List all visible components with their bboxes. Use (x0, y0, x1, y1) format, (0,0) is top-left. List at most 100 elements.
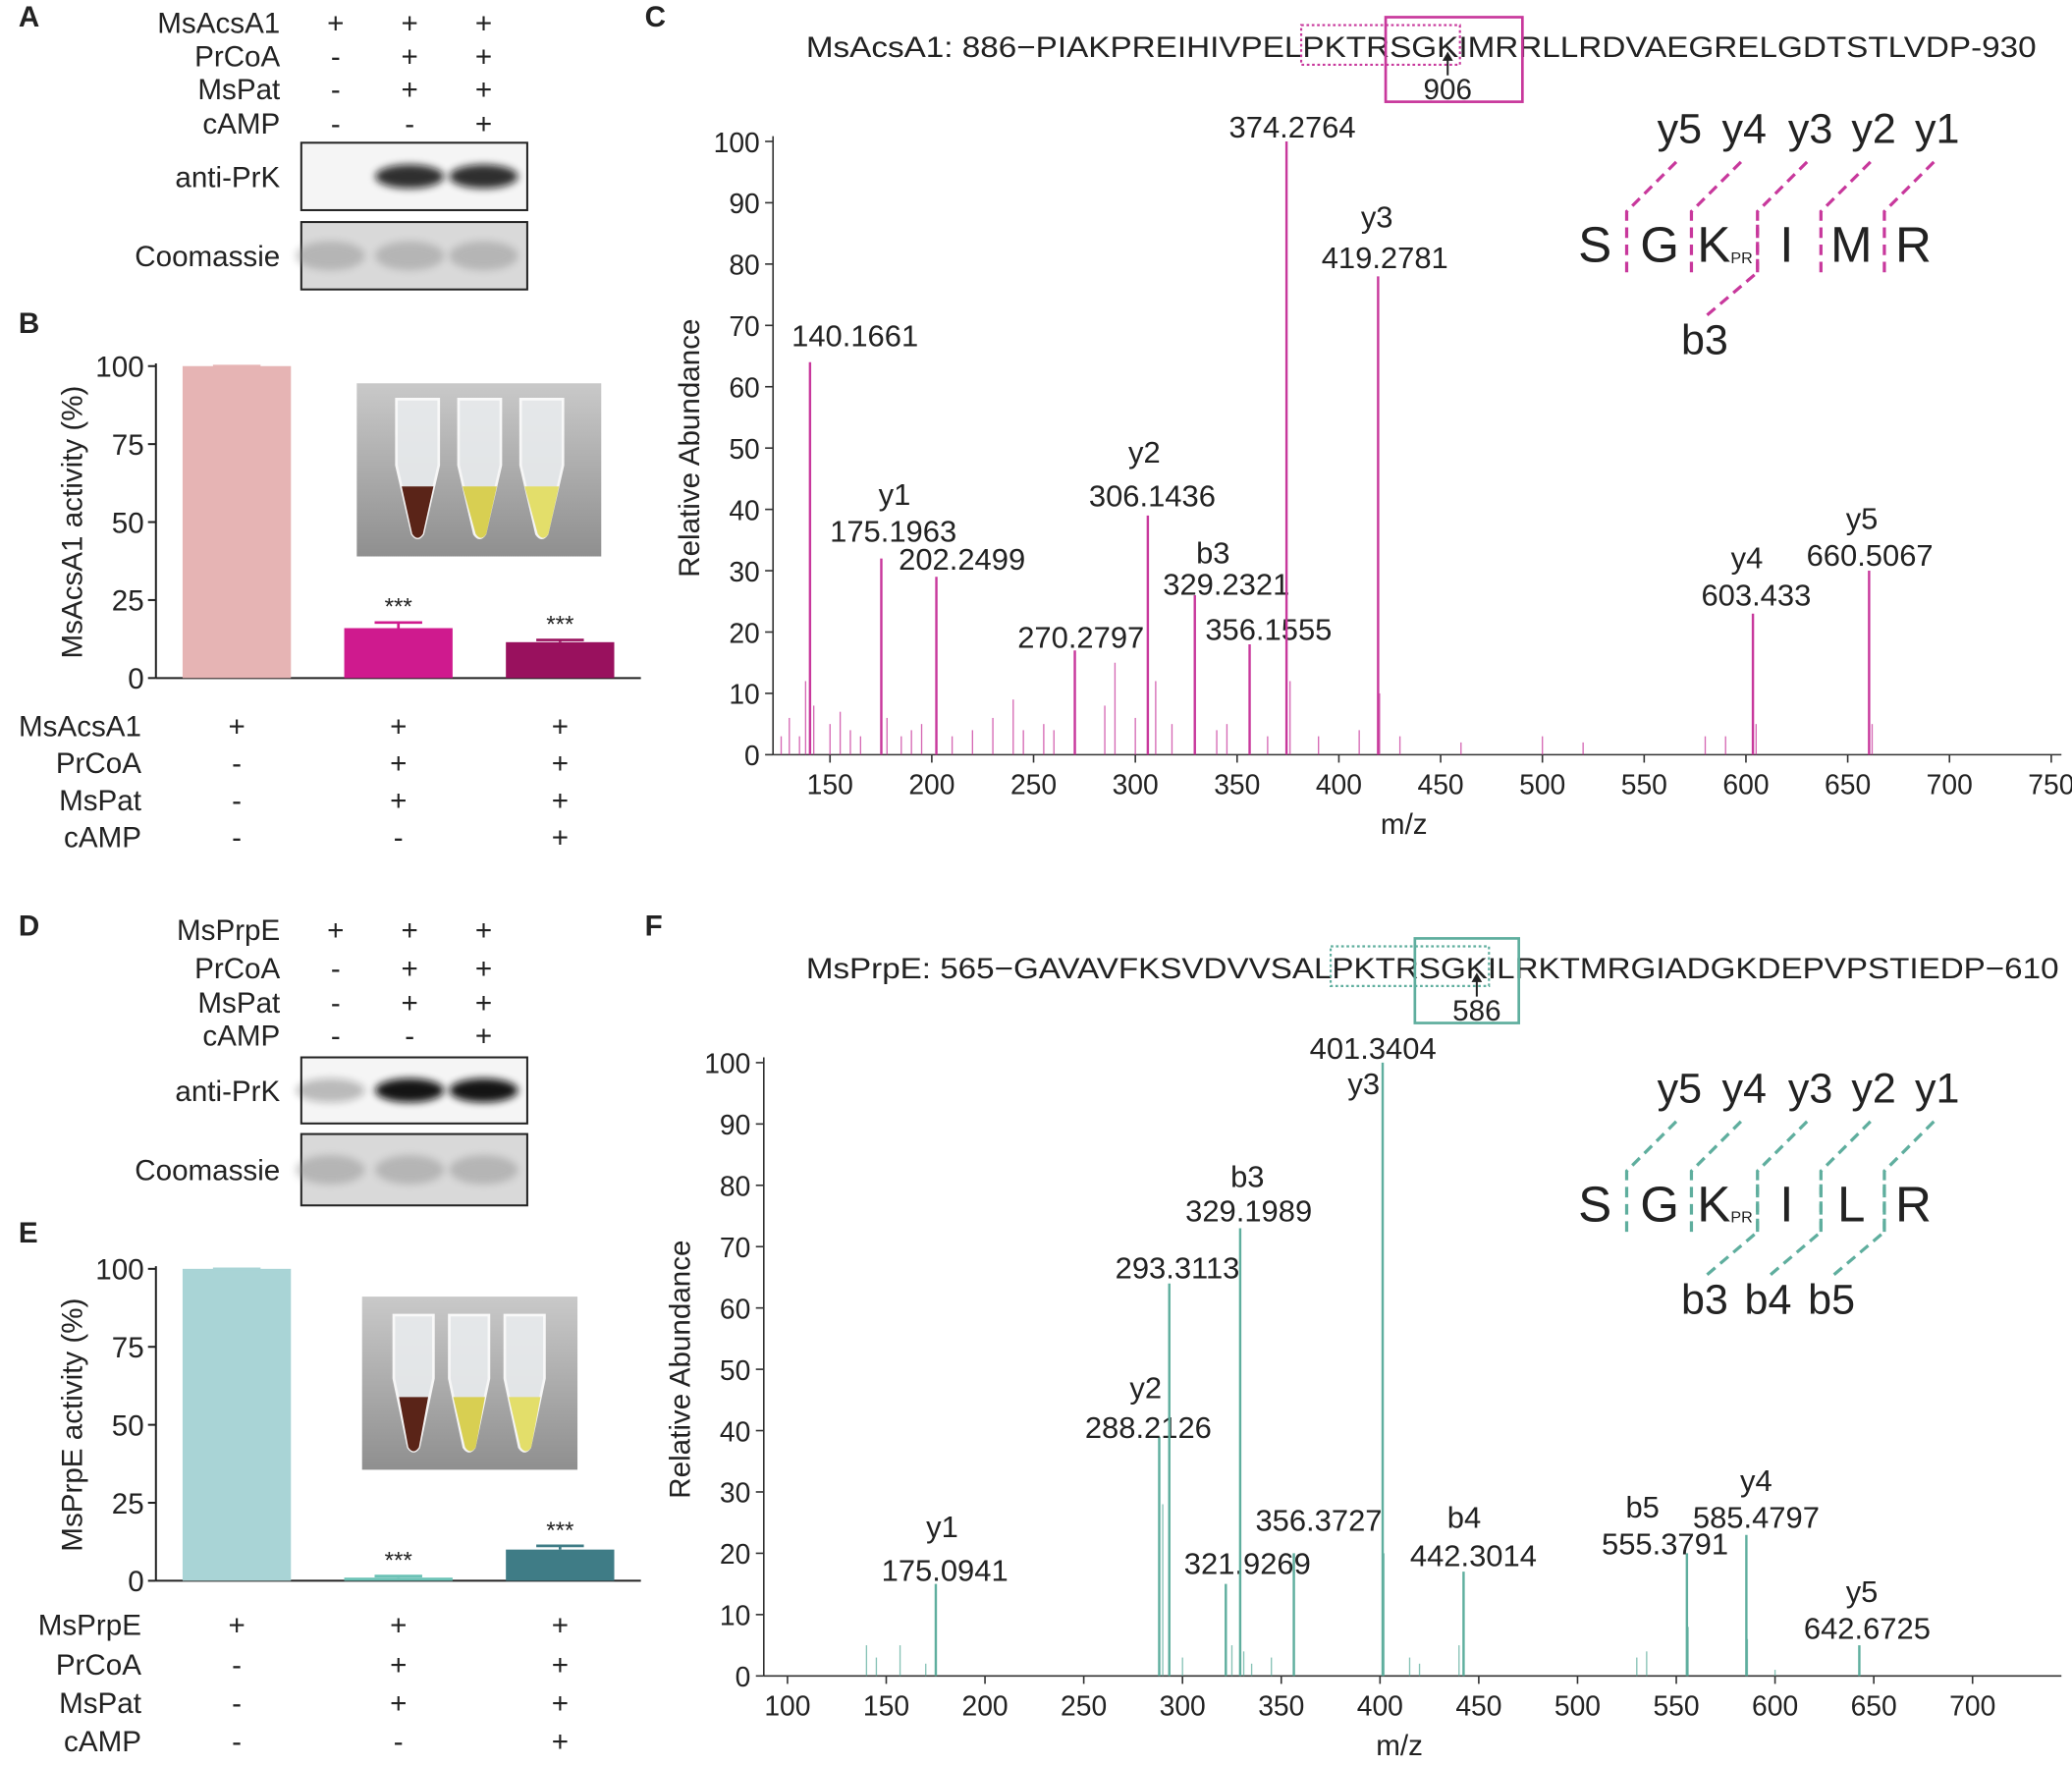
condition-label: MsAcsA1 (19, 711, 141, 744)
panel-letter: F (645, 911, 663, 943)
tube-liquid (399, 1397, 428, 1452)
modification: PR (1730, 249, 1752, 267)
condition-mark: + (475, 108, 492, 140)
x-tick-label: 300 (1113, 769, 1159, 800)
x-tick-label: 450 (1455, 1690, 1501, 1722)
blot-band (375, 1155, 445, 1185)
y-ion-label: y5 (1658, 105, 1702, 152)
y-tick-label: 30 (720, 1477, 750, 1509)
y-tick-label: 0 (128, 663, 143, 695)
residue: S (1578, 1176, 1611, 1232)
x-tick-label: 550 (1653, 1690, 1699, 1722)
y-tick-label: 90 (729, 188, 759, 219)
y-tick-label: 25 (112, 1488, 144, 1520)
peak-label: 603.433 (1701, 578, 1811, 612)
ion-label: y5 (1846, 501, 1879, 535)
site-arrowhead (1471, 972, 1483, 982)
blot-band (375, 164, 445, 189)
peak-label: 642.6725 (1804, 1612, 1931, 1646)
condition-mark: - (405, 108, 414, 140)
condition-label: MsPat (197, 74, 280, 106)
error-bar (374, 1574, 422, 1578)
y-tick-label: 60 (729, 372, 759, 404)
x-tick-label: 300 (1160, 1690, 1206, 1722)
condition-mark: - (331, 74, 341, 106)
ion-label: y1 (926, 1510, 958, 1544)
blot-row-label: anti-PrK (175, 161, 280, 193)
y-tick-label: 50 (729, 433, 759, 465)
peak-label: 202.2499 (899, 542, 1025, 577)
condition-mark: - (394, 822, 404, 855)
condition-label: MsPat (59, 785, 141, 817)
bar (344, 1577, 453, 1581)
y-ion-label: y2 (1851, 105, 1895, 152)
b-cleavage (1767, 1184, 1823, 1279)
y-tick-label: 80 (729, 249, 759, 281)
b-ion-label: b5 (1808, 1277, 1855, 1324)
tube-photo (361, 1297, 578, 1470)
y-tick-label: 50 (720, 1354, 750, 1386)
bar (344, 628, 453, 679)
y-tick-label: 0 (744, 740, 760, 771)
y-cleavage (1624, 1117, 1681, 1233)
residue: R (1895, 216, 1932, 272)
y-tick-label: 60 (720, 1293, 750, 1324)
panel-letter: E (19, 1217, 38, 1249)
peptide-box (1299, 24, 1461, 67)
condition-mark: + (552, 1649, 569, 1682)
site-label: 906 (1424, 74, 1472, 106)
sequence: MsAcsA1: 886−PIAKPREIHIVPELPKTRSGKIMRRLL… (806, 31, 2037, 64)
peak-label: 585.4797 (1693, 1501, 1820, 1535)
residue: M (1830, 216, 1873, 272)
y-axis-label: MsAcsA1 activity (%) (56, 386, 88, 659)
condition-mark: - (232, 1649, 242, 1682)
peak-label: 356.1555 (1205, 612, 1332, 646)
peak-label: 419.2781 (1322, 241, 1448, 275)
figure-content: A MsAcsA1 + + +PrCoA - + +MsPat - + +cAMP - - +anti-P… (19, 1, 2072, 1762)
tube-photo (356, 383, 602, 557)
x-tick-label: 650 (1851, 1690, 1897, 1722)
significance-label: *** (546, 1518, 574, 1544)
condition-mark: + (475, 40, 492, 73)
condition-mark: + (402, 914, 418, 947)
condition-label: cAMP (64, 822, 141, 855)
panel-letter: D (19, 911, 39, 943)
ion-label: b5 (1625, 1490, 1659, 1524)
x-tick-label: 350 (1214, 769, 1260, 800)
condition-mark: + (402, 953, 418, 985)
error-bar (536, 1544, 584, 1550)
y-tick-label: 10 (729, 679, 759, 710)
y-ion-label: y2 (1851, 1065, 1895, 1112)
condition-mark: + (552, 711, 569, 744)
site-label: 586 (1452, 995, 1500, 1027)
residue: G (1640, 1176, 1679, 1232)
y-tick-label: 50 (112, 1409, 144, 1442)
bar (182, 1268, 292, 1581)
blot-band (296, 1155, 365, 1185)
y-tick-label: 100 (704, 1048, 750, 1079)
condition-mark: + (552, 822, 569, 855)
modification: PR (1730, 1209, 1752, 1227)
peptide-box (1329, 945, 1491, 987)
ion-label: y2 (1129, 1371, 1162, 1406)
condition-label: cAMP (202, 1020, 280, 1052)
condition-mark: - (232, 822, 242, 855)
y-tick-label: 100 (95, 352, 143, 384)
y-cleavage (1624, 157, 1681, 273)
b-ion-label: b3 (1681, 1277, 1728, 1324)
condition-label: cAMP (64, 1726, 141, 1758)
condition-label: PrCoA (194, 40, 280, 73)
x-tick-label: 450 (1417, 769, 1463, 800)
y-tick-label: 40 (729, 494, 759, 525)
y-tick-label: 75 (112, 1332, 144, 1364)
peak-label: 175.0941 (882, 1553, 1009, 1587)
blot-band (449, 241, 518, 271)
b-cleavage (1830, 1184, 1886, 1279)
peak-label: 288.2126 (1085, 1410, 1212, 1445)
x-tick-label: 600 (1752, 1690, 1798, 1722)
peak-label: 329.1989 (1185, 1193, 1312, 1228)
condition-label: MsPrpE (38, 1610, 141, 1642)
panel-letter: C (645, 1, 666, 33)
ion-label: y3 (1347, 1067, 1380, 1101)
condition-label: cAMP (202, 108, 280, 140)
